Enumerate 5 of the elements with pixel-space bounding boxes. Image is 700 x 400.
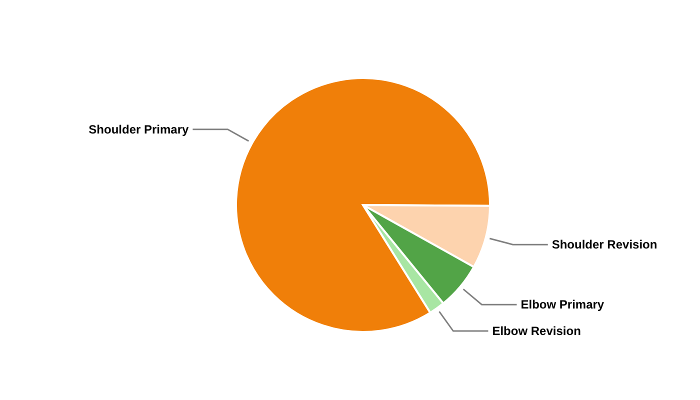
pie-slice xyxy=(235,77,491,333)
slice-label: Elbow Primary xyxy=(520,298,604,312)
slice-label: Shoulder Revision xyxy=(552,238,658,252)
slice-label: Shoulder Primary xyxy=(88,122,190,136)
slice-label: Elbow Revision xyxy=(492,324,581,338)
